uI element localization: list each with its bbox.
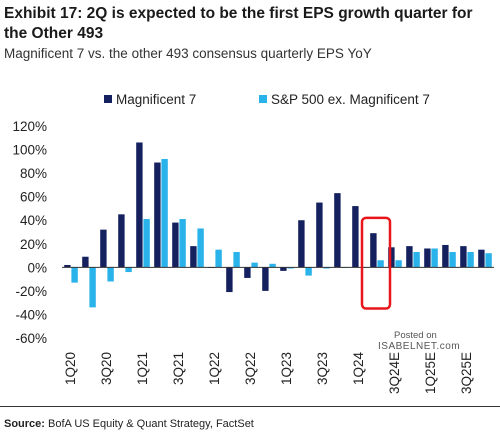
y-tick-label: -60% <box>15 331 47 346</box>
footer-divider <box>0 406 500 407</box>
bar-mag7 <box>118 214 125 268</box>
x-tick-label: 3Q23 <box>315 352 330 385</box>
x-tick-label: 3Q25E <box>459 352 474 394</box>
bar-ex-mag7 <box>305 267 312 276</box>
source-text: BofA US Equity & Quant Strategy, FactSet <box>44 418 254 430</box>
bar-mag7 <box>64 264 71 268</box>
x-tick-label: 1Q24 <box>351 352 366 386</box>
bar-ex-mag7 <box>323 267 330 269</box>
bar-ex-mag7 <box>143 219 150 268</box>
bar-ex-mag7 <box>71 267 78 283</box>
bar-ex-mag7 <box>215 249 222 268</box>
bar-mag7 <box>262 267 269 291</box>
bar-ex-mag7 <box>107 267 114 282</box>
watermark: Posted on ISABELNET.com <box>378 330 460 352</box>
y-axis: -60% -40% -20% 0% 20% 40% 60% 80% 100% 120% <box>12 119 47 346</box>
y-tick-label: 60% <box>20 190 47 205</box>
bar-ex-mag7 <box>269 263 276 268</box>
bar-mag7 <box>190 246 197 268</box>
bar-mag7 <box>244 267 251 278</box>
bar-ex-mag7 <box>413 252 420 268</box>
bar-mag7 <box>82 256 89 268</box>
watermark-line2: ISABELNET.com <box>378 341 461 352</box>
bar-mag7 <box>154 162 161 268</box>
legend-label-mag7: Magnificent 7 <box>116 92 196 107</box>
bar-ex-mag7 <box>467 252 474 268</box>
x-tick-label: 3Q21 <box>171 352 186 385</box>
legend-swatch-ex-mag7 <box>259 95 267 103</box>
highlight-box <box>360 216 392 310</box>
y-tick-label: 100% <box>12 143 47 158</box>
bar-ex-mag7 <box>485 253 492 268</box>
bar-ex-mag7 <box>89 267 96 308</box>
x-tick-label: 3Q22 <box>243 352 258 385</box>
annotations <box>360 216 392 310</box>
bar-mag7 <box>100 229 107 268</box>
bar-mag7 <box>424 248 431 268</box>
x-tick-label: 3Q20 <box>99 352 114 385</box>
bar-mag7 <box>172 222 179 268</box>
bar-ex-mag7 <box>377 260 384 268</box>
bar-mag7 <box>478 249 485 268</box>
bar-mag7 <box>316 202 323 268</box>
x-axis: 1Q20 3Q20 1Q21 3Q21 1Q22 3Q22 1Q23 3Q23 1Q24 3Q24… <box>62 266 494 394</box>
bars <box>64 142 492 308</box>
watermark-line1: Posted on <box>394 330 437 341</box>
bar-ex-mag7 <box>179 219 186 268</box>
source-label: Source: <box>4 418 45 430</box>
bar-mag7 <box>136 142 143 268</box>
bar-ex-mag7 <box>251 262 258 268</box>
bar-mag7 <box>406 246 413 268</box>
bar-mag7 <box>352 206 359 268</box>
bar-chart: Magnificent 7 S&P 500 ex. Magnificent 7 -… <box>12 92 494 394</box>
x-tick-label: 1Q23 <box>279 352 294 385</box>
y-tick-label: -40% <box>15 307 47 322</box>
source-note: Source: BofA US Equity & Quant Strategy,… <box>4 418 254 430</box>
bar-mag7 <box>460 246 467 268</box>
chart-title: Exhibit 17: 2Q is expected to be the fir… <box>4 5 473 42</box>
bar-mag7 <box>298 220 305 268</box>
bar-ex-mag7 <box>431 248 438 268</box>
x-tick-label: 3Q24E <box>387 352 402 394</box>
bar-ex-mag7 <box>125 267 132 273</box>
bar-ex-mag7 <box>233 252 240 268</box>
bar-ex-mag7 <box>395 260 402 268</box>
chart-subtitle: Magnificent 7 vs. the other 493 consensu… <box>4 46 372 61</box>
y-tick-label: 80% <box>20 166 47 181</box>
bar-mag7 <box>280 267 287 271</box>
y-tick-label: 20% <box>20 237 47 252</box>
bar-mag7 <box>370 233 377 268</box>
x-tick-label: 1Q25E <box>423 352 438 394</box>
y-tick-label: -20% <box>15 284 47 299</box>
bar-mag7 <box>442 244 449 268</box>
bar-ex-mag7 <box>287 267 294 269</box>
y-tick-label: 0% <box>27 260 47 275</box>
legend: Magnificent 7 S&P 500 ex. Magnificent 7 <box>104 92 430 107</box>
bar-mag7 <box>226 267 233 293</box>
legend-swatch-mag7 <box>104 95 112 103</box>
y-tick-label: 120% <box>12 119 47 134</box>
y-tick-label: 40% <box>20 213 47 228</box>
bar-mag7 <box>334 193 341 268</box>
x-tick-label: 1Q22 <box>207 352 222 385</box>
bar-ex-mag7 <box>161 158 168 268</box>
x-tick-label: 1Q20 <box>63 352 78 385</box>
bar-mag7 <box>388 247 395 268</box>
bar-ex-mag7 <box>197 228 204 268</box>
x-tick-label: 1Q21 <box>135 352 150 385</box>
bar-ex-mag7 <box>449 252 456 268</box>
legend-label-ex-mag7: S&P 500 ex. Magnificent 7 <box>271 92 430 107</box>
